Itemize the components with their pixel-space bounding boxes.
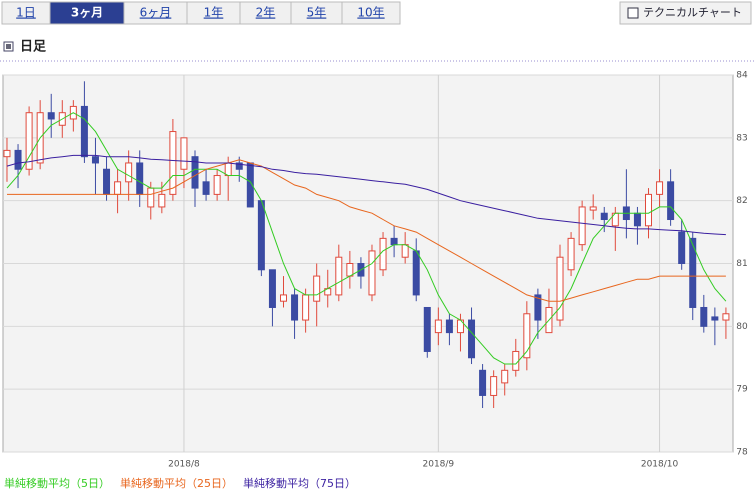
- candle-body: [656, 181, 664, 195]
- candle-body: [534, 294, 542, 321]
- candle-body: [722, 313, 730, 321]
- candle-body: [14, 149, 22, 170]
- candle-body: [147, 187, 155, 208]
- y-tick-label: 84: [736, 71, 748, 81]
- tab-label[interactable]: 2年: [256, 6, 276, 20]
- candle-body: [390, 237, 398, 246]
- y-tick-label: 81: [736, 259, 747, 269]
- candle-body: [335, 256, 343, 296]
- candle-body: [401, 244, 409, 258]
- candle-body: [445, 319, 453, 334]
- candle-body: [578, 206, 586, 246]
- tab[interactable]: [341, 1, 401, 25]
- x-tick-label: 2018/10: [641, 460, 679, 470]
- candle-body: [25, 112, 33, 170]
- y-tick-label: 83: [736, 133, 747, 143]
- candle-body: [490, 376, 498, 396]
- y-tick-label: 78: [736, 448, 748, 458]
- tab-label[interactable]: 1年: [204, 6, 224, 20]
- candle-body: [191, 156, 199, 189]
- button-label[interactable]: テクニカルチャート: [643, 6, 742, 19]
- candle-body: [633, 212, 641, 227]
- candle-body: [412, 250, 420, 296]
- y-tick-label: 79: [736, 385, 748, 395]
- x-tick-label: 2018/9: [423, 460, 455, 470]
- candle-body: [114, 181, 122, 195]
- y-tick-label: 82: [736, 196, 747, 206]
- candle-body: [279, 294, 287, 302]
- ma-line: [6, 112, 727, 365]
- legend-entry: 単純移動平均（75日）: [243, 476, 356, 490]
- candle-body: [257, 200, 265, 271]
- candle-body: [523, 313, 531, 359]
- candle-body: [667, 181, 675, 221]
- candle-body: [678, 231, 686, 264]
- legend-entry: 単純移動平均（25日）: [120, 476, 233, 490]
- candle-body: [80, 105, 88, 158]
- technical-button[interactable]: [619, 1, 752, 25]
- ma-line: [7, 159, 726, 302]
- candle-body: [91, 156, 99, 164]
- candle-body: [158, 193, 166, 208]
- candle-body: [268, 269, 276, 308]
- legend-entry: 単純移動平均（5日）: [4, 476, 110, 490]
- chart-title: 日足: [20, 40, 47, 55]
- candle-body: [346, 263, 354, 277]
- candle-body: [600, 212, 608, 221]
- candle-body: [202, 181, 210, 195]
- candle-body: [589, 206, 597, 211]
- candle-body: [501, 369, 509, 384]
- candle-body: [423, 306, 431, 352]
- candle-body: [169, 131, 177, 195]
- x-tick-label: 2018/8: [168, 460, 200, 470]
- tab-label[interactable]: 1日: [16, 6, 36, 20]
- ma-line: [6, 154, 726, 236]
- tab-label[interactable]: 5年: [307, 6, 327, 20]
- button-icon: [627, 7, 639, 19]
- candle-body: [368, 250, 376, 296]
- candle-body: [180, 137, 188, 170]
- tab-label[interactable]: 10年: [357, 6, 384, 20]
- candle-body: [556, 256, 564, 321]
- candle-body: [479, 369, 487, 396]
- candle-body: [434, 319, 442, 334]
- candle-body: [689, 237, 697, 308]
- candle-body: [313, 275, 321, 302]
- candle-body: [468, 319, 476, 359]
- candle-body: [3, 149, 11, 158]
- candle-body: [379, 237, 387, 271]
- candle-body: [224, 162, 232, 177]
- candle-body: [644, 193, 652, 227]
- candle-body: [567, 237, 575, 271]
- title-icon-inner: [6, 44, 11, 49]
- candle-body: [235, 162, 243, 170]
- y-tick-label: 80: [736, 322, 748, 332]
- candle-body: [700, 306, 708, 327]
- candle-body: [136, 162, 144, 195]
- candle-body: [103, 168, 111, 195]
- candle-body: [711, 316, 719, 321]
- candle-body: [291, 294, 299, 321]
- candle-body: [302, 294, 310, 321]
- candle-body: [47, 112, 55, 120]
- tab-label[interactable]: 3ヶ月: [71, 6, 103, 20]
- candle-body: [125, 162, 133, 183]
- candle-body: [213, 175, 221, 195]
- tab-label[interactable]: 6ヶ月: [140, 6, 172, 20]
